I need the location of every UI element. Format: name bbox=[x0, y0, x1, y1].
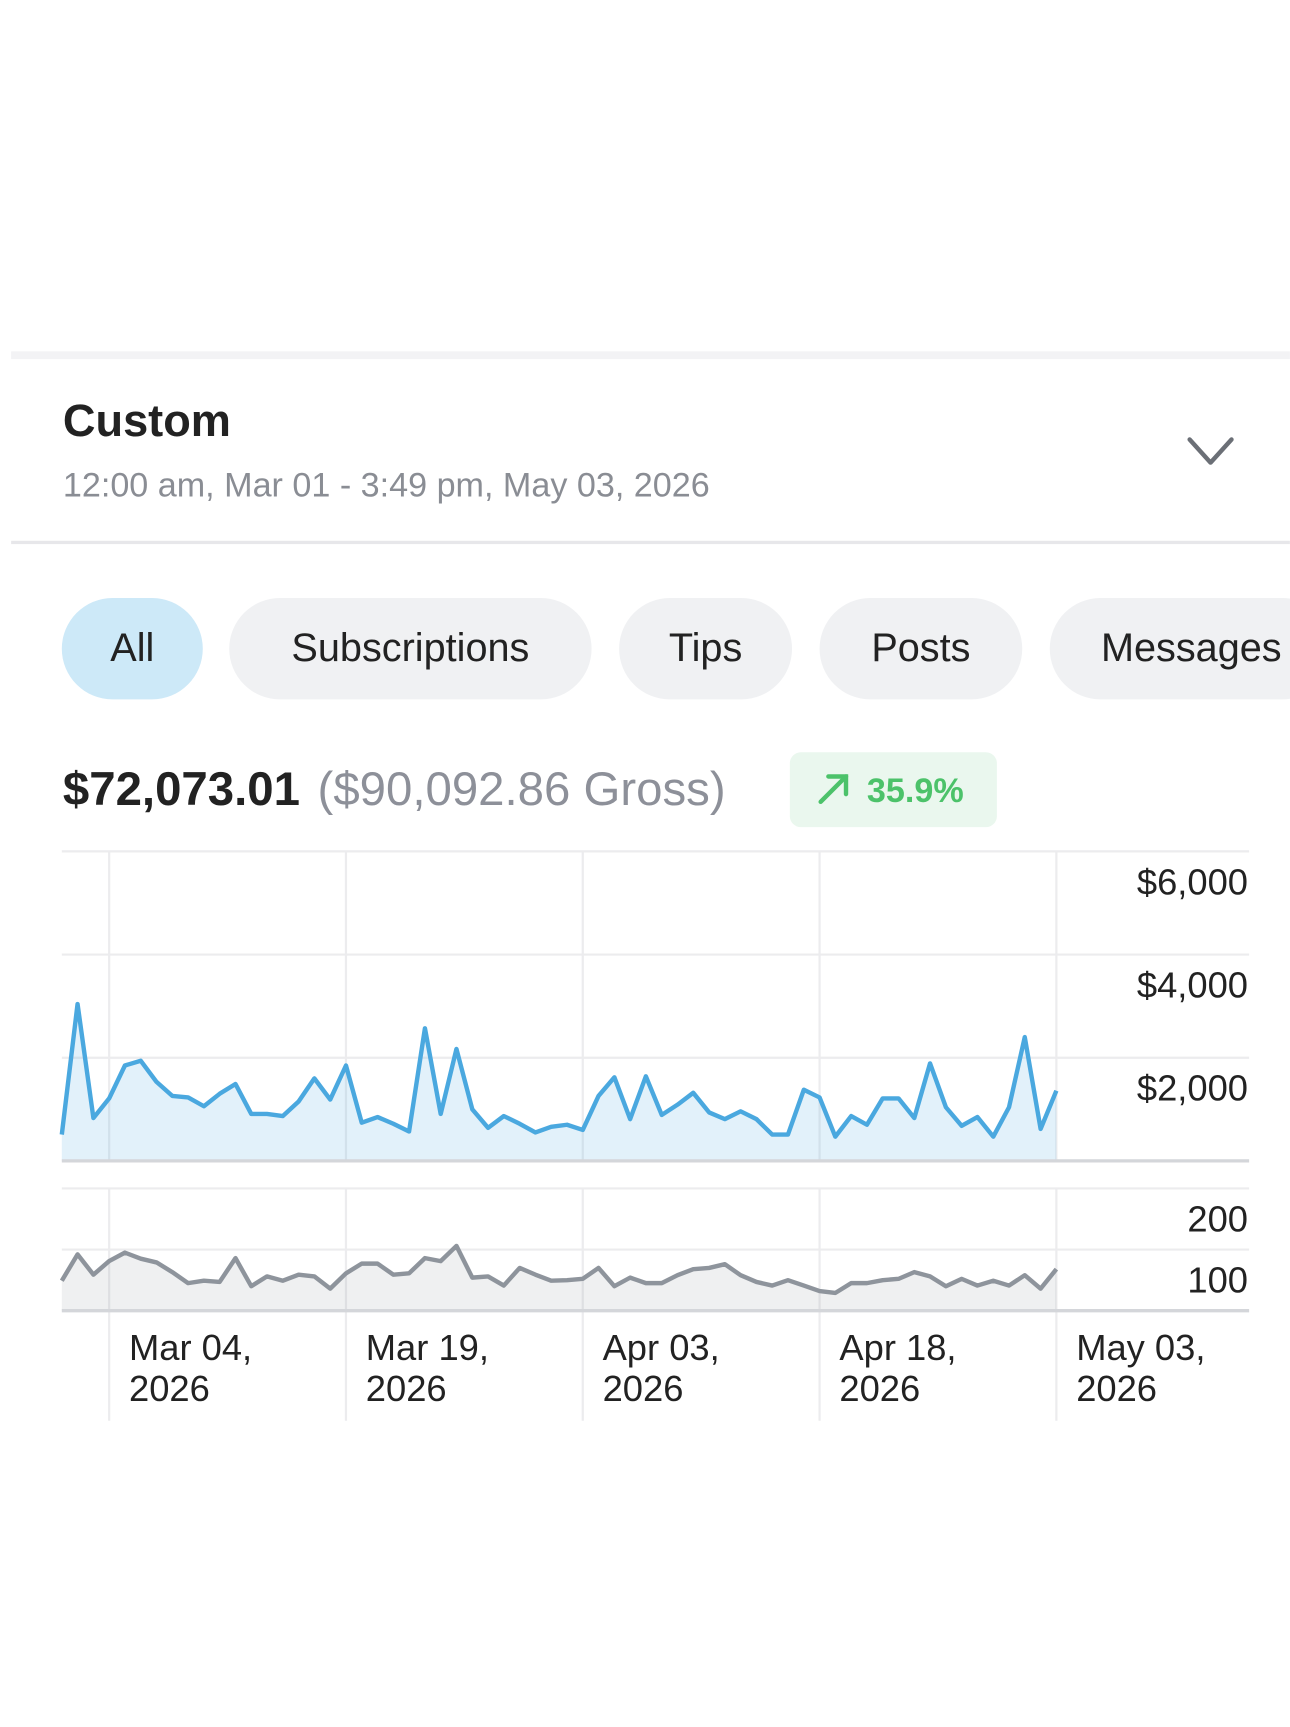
series-line bbox=[59, 1243, 1059, 1296]
gross-total: ($90,092.86 Gross) bbox=[318, 763, 726, 816]
x-tick-label: May 03, 2026 bbox=[1076, 1327, 1215, 1409]
filter-chip-label: Posts bbox=[871, 626, 970, 670]
y-tick-label: 200 bbox=[1187, 1198, 1248, 1239]
x-tick-label: Mar 19, 2026 bbox=[366, 1327, 499, 1409]
top-divider bbox=[11, 351, 1290, 360]
filter-chip[interactable] bbox=[61, 598, 203, 700]
filter-chip[interactable] bbox=[619, 598, 793, 700]
summary: $72,073.01 ($90,092.86 Gross) bbox=[63, 763, 726, 816]
filter-chip-label: Messages bbox=[1101, 626, 1282, 670]
x-tick-label: Mar 04, 2026 bbox=[129, 1327, 262, 1409]
period-range: 12:00 am, Mar 01 - 3:49 pm, May 03, 2026 bbox=[63, 467, 710, 505]
change-value: 35.9% bbox=[867, 772, 964, 810]
filter-chip-label: Tips bbox=[669, 626, 742, 670]
area-fill bbox=[61, 1004, 1057, 1161]
y-tick-label: $4,000 bbox=[1137, 965, 1248, 1006]
filter-chips: All Subscriptions Tips Posts Messages bbox=[61, 598, 1290, 700]
x-tick-label: Apr 03, 2026 bbox=[603, 1327, 730, 1409]
net-total: $72,073.01 bbox=[63, 763, 300, 816]
charts: $2,000 $4,000 $6,000 100 200 Mar 04, 2026 Mar … bbox=[59, 850, 1250, 1421]
filter-chip-label: All bbox=[110, 626, 154, 670]
divider bbox=[11, 540, 1290, 545]
filter-chip[interactable] bbox=[819, 598, 1023, 700]
change-badge bbox=[789, 752, 997, 828]
y-tick-label: $2,000 bbox=[1137, 1068, 1248, 1109]
period-title: Custom bbox=[63, 395, 231, 446]
trend-up-icon bbox=[818, 774, 849, 805]
series-line bbox=[59, 1001, 1059, 1139]
period-dropdown[interactable] bbox=[1187, 437, 1234, 465]
filter-chip[interactable] bbox=[229, 598, 592, 700]
x-tick-label: Apr 18, 2026 bbox=[839, 1327, 966, 1409]
filter-chip-label: Subscriptions bbox=[291, 626, 529, 670]
y-tick-label: $6,000 bbox=[1137, 861, 1248, 902]
filter-chip[interactable] bbox=[1049, 598, 1290, 700]
area-fill bbox=[61, 1245, 1057, 1311]
y-tick-label: 100 bbox=[1187, 1259, 1248, 1300]
